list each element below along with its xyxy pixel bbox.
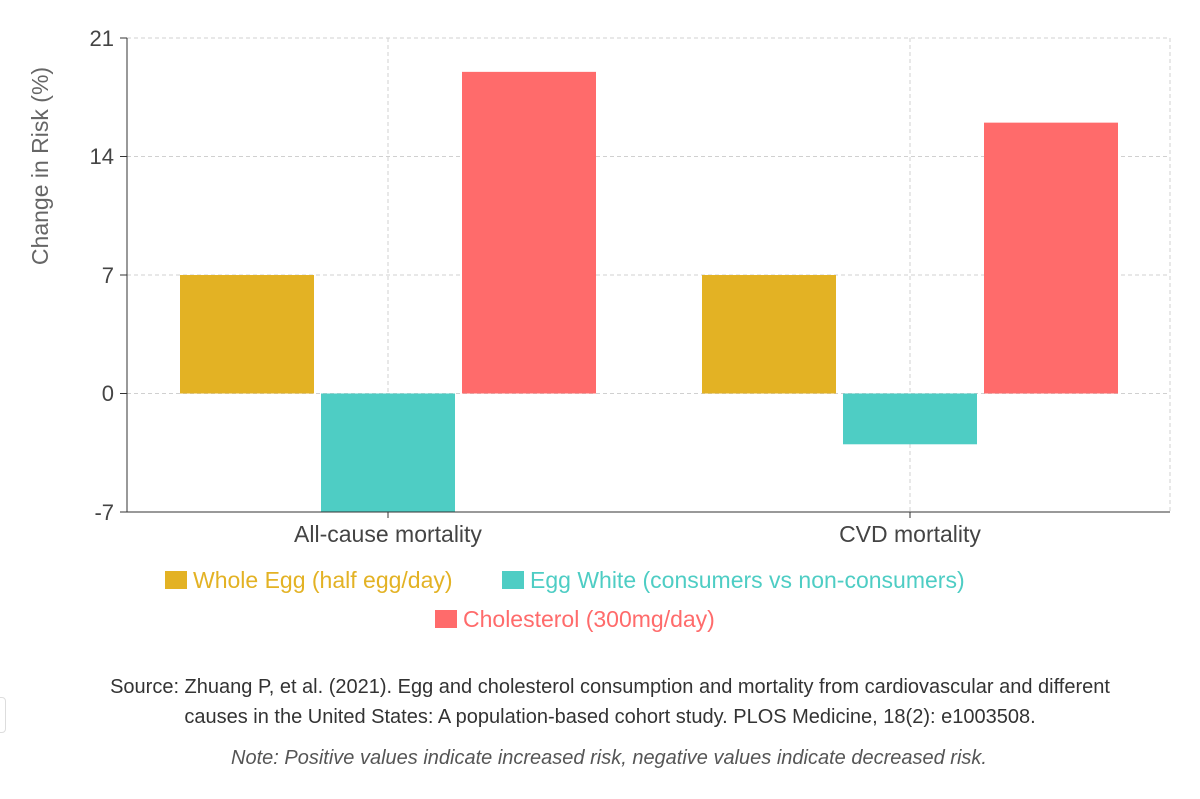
y-ticks: 21 14 7 0 -7 xyxy=(90,26,127,525)
legend-item-egg-white[interactable]: Egg White (consumers vs non-consumers) xyxy=(502,567,965,593)
bar-1-0[interactable] xyxy=(702,275,836,394)
y-tick-label-1: 14 xyxy=(90,144,114,169)
x-category-label-0: All-cause mortality xyxy=(294,521,482,547)
bar-0-0[interactable] xyxy=(180,275,314,394)
bar-1-1[interactable] xyxy=(843,393,977,445)
legend-swatch-whole-egg xyxy=(165,571,187,589)
y-tick-label-2: 7 xyxy=(102,263,114,288)
legend-label-cholesterol: Cholesterol (300mg/day) xyxy=(463,606,715,632)
legend-item-whole-egg[interactable]: Whole Egg (half egg/day) xyxy=(165,567,453,593)
y-axis-title: Change in Risk (%) xyxy=(27,67,53,265)
legend-label-whole-egg: Whole Egg (half egg/day) xyxy=(193,567,453,593)
edge-tab xyxy=(0,697,6,733)
bar-0-1[interactable] xyxy=(321,393,455,513)
source-citation: Source: Zhuang P, et al. (2021). Egg and… xyxy=(0,672,1200,732)
legend-label-egg-white: Egg White (consumers vs non-consumers) xyxy=(530,567,965,593)
x-category-label-1: CVD mortality xyxy=(839,521,981,547)
legend-swatch-cholesterol xyxy=(435,610,457,628)
legend-swatch-egg-white xyxy=(502,571,524,589)
bars xyxy=(180,71,1118,513)
bar-0-2[interactable] xyxy=(462,71,596,394)
legend: Whole Egg (half egg/day) Egg White (cons… xyxy=(165,567,965,632)
chart: 21 14 7 0 -7 All-cause mortality CVD mor… xyxy=(27,26,1171,632)
y-tick-label-3: 0 xyxy=(102,381,114,406)
legend-item-cholesterol[interactable]: Cholesterol (300mg/day) xyxy=(435,606,715,632)
chart-note: Note: Positive values indicate increased… xyxy=(231,747,987,769)
y-tick-label-4: -7 xyxy=(94,500,114,525)
source-line-2: causes in the United States: A populatio… xyxy=(184,706,1036,728)
y-tick-label-0: 21 xyxy=(90,26,114,51)
bar-1-2[interactable] xyxy=(984,122,1118,394)
source-line-1: Source: Zhuang P, et al. (2021). Egg and… xyxy=(110,676,1110,698)
